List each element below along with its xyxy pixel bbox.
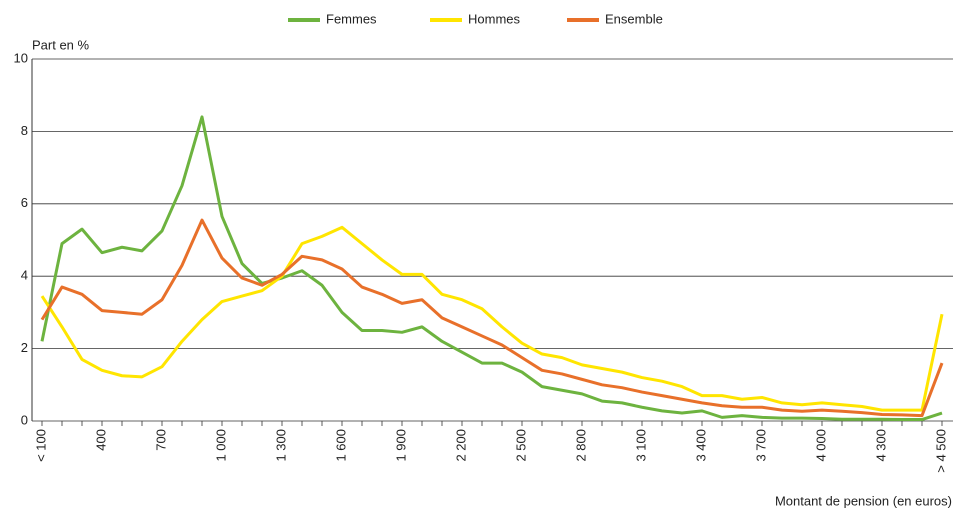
series-line: [40, 225, 944, 412]
legend-label: Femmes: [326, 11, 377, 26]
x-tick-label: 3 100: [633, 429, 648, 462]
x-tick-label: 1 900: [393, 429, 408, 462]
y-tick-label: 2: [21, 340, 28, 355]
legend-label: Hommes: [468, 11, 521, 26]
x-tick-label: 1 000: [213, 429, 228, 462]
y-tick-label: 8: [21, 123, 28, 138]
x-tick-label: 3 400: [693, 429, 708, 462]
x-tick-label: 1 300: [273, 429, 288, 462]
x-tick-label: 400: [93, 429, 108, 451]
x-tick-label: 2 800: [573, 429, 588, 462]
y-tick-label: 0: [21, 412, 28, 427]
x-tick-label: 3 700: [753, 429, 768, 462]
series-line: [40, 115, 943, 422]
y-axis-label: Part en %: [32, 37, 90, 52]
y-tick-label: 4: [21, 268, 28, 283]
x-tick-label: < 100: [33, 429, 48, 462]
x-tick-label: > 4 500: [933, 429, 948, 473]
x-tick-label: 1 600: [333, 429, 348, 462]
x-tick-label: 4 300: [873, 429, 888, 462]
x-tick-label: 2 200: [453, 429, 468, 462]
legend-label: Ensemble: [605, 11, 663, 26]
x-tick-label: 2 500: [513, 429, 528, 462]
y-tick-label: 6: [21, 195, 28, 210]
x-axis-label: Montant de pension (en euros): [775, 493, 952, 508]
series-line: [40, 218, 944, 418]
x-tick-label: 700: [153, 429, 168, 451]
y-tick-label: 10: [14, 50, 28, 65]
x-tick-label: 4 000: [813, 429, 828, 462]
